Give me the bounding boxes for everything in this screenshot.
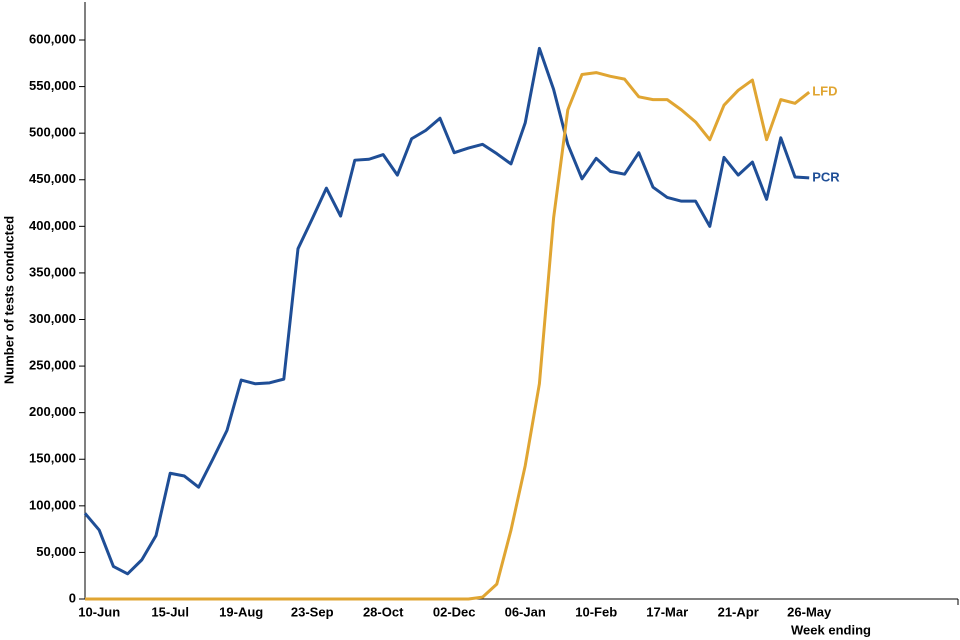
y-tick-label: 450,000 [29, 171, 76, 186]
y-axis-label: Number of tests conducted [1, 216, 16, 384]
x-tick-label: 17-Mar [646, 604, 688, 619]
y-tick-label: 250,000 [29, 358, 76, 373]
y-tick-label: 50,000 [36, 544, 76, 559]
x-tick-label: 15-Jul [151, 604, 189, 619]
x-tick-label: 06-Jan [505, 604, 546, 619]
x-tick-label: 19-Aug [219, 604, 263, 619]
x-axis-label: Week ending [791, 622, 871, 637]
x-tick-label: 10-Jun [78, 604, 120, 619]
y-tick-label: 600,000 [29, 31, 76, 46]
y-tick-label: 100,000 [29, 497, 76, 512]
y-tick-label: 350,000 [29, 264, 76, 279]
y-tick-label: 500,000 [29, 125, 76, 140]
y-tick-label: 200,000 [29, 404, 76, 419]
y-tick-label: 0 [69, 590, 76, 605]
y-tick-label: 400,000 [29, 218, 76, 233]
y-tick-label: 550,000 [29, 78, 76, 93]
x-tick-label: 28-Oct [363, 604, 404, 619]
series-label: PCR [812, 169, 840, 184]
y-tick-label: 300,000 [29, 311, 76, 326]
series-line [85, 71, 811, 601]
series-line [83, 46, 810, 576]
y-tick-label: 150,000 [29, 451, 76, 466]
x-tick-label: 10-Feb [575, 604, 617, 619]
x-tick-label: 21-Apr [718, 604, 759, 619]
series-label: LFD [812, 84, 837, 99]
x-tick-label: 02-Dec [433, 604, 476, 619]
x-tick-label: 26-May [787, 604, 832, 619]
x-tick-label: 23-Sep [291, 604, 334, 619]
